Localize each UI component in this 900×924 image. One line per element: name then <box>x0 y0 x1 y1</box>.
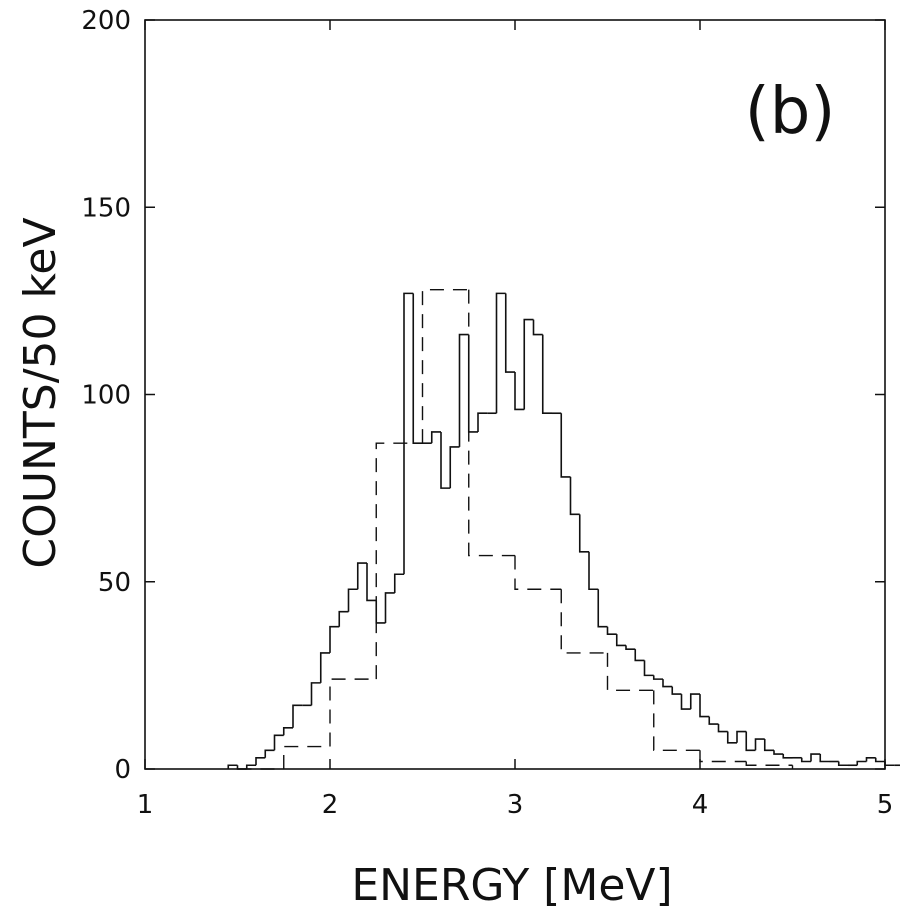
histogram-bin <box>578 514 589 553</box>
histogram-bin <box>310 682 321 706</box>
histogram-bin <box>366 563 377 602</box>
histogram-bin <box>699 694 710 718</box>
y-tick-label: 0 <box>114 755 131 785</box>
histogram-bin <box>375 442 423 680</box>
histogram-bin <box>283 745 330 769</box>
histogram-bin <box>782 754 793 759</box>
histogram-bin <box>523 318 534 410</box>
histogram-bin <box>745 731 756 752</box>
histogram-bin <box>282 727 293 736</box>
histogram-bin <box>356 562 367 590</box>
histogram-bin <box>652 675 663 680</box>
histogram-bin <box>615 634 626 647</box>
histogram-bin <box>273 734 284 751</box>
y-axis-title: COUNTS/50 keV <box>15 217 66 568</box>
series-solid <box>227 292 900 770</box>
histogram-bin <box>837 761 848 767</box>
histogram-bin <box>495 292 506 414</box>
x-axis: 1 2 3 4 5 <box>137 20 894 820</box>
y-tick-label: 100 <box>81 381 131 411</box>
histogram-bin <box>560 589 608 654</box>
histogram-bin <box>514 555 562 590</box>
histogram-bin <box>468 289 515 557</box>
histogram-bin <box>736 730 747 743</box>
histogram-bin <box>810 753 821 762</box>
histogram-bin <box>329 678 377 747</box>
histogram-bin <box>800 757 811 763</box>
histogram-bin <box>671 686 682 695</box>
histogram-bin <box>292 704 303 728</box>
histogram-bin <box>763 739 774 752</box>
histogram-bin <box>856 760 867 766</box>
x-tick-label: 5 <box>877 790 894 820</box>
histogram-bin <box>819 754 830 763</box>
histogram-bin <box>421 288 469 444</box>
y-tick-label: 50 <box>98 568 131 598</box>
histogram-bin <box>467 334 478 433</box>
histogram-bin <box>773 750 784 755</box>
histogram-bin <box>745 761 793 766</box>
histogram-bin <box>597 589 608 628</box>
histogram-bin <box>403 292 414 575</box>
histogram-bin <box>255 756 266 766</box>
histogram-bin <box>625 645 636 650</box>
y-tick-label: 200 <box>81 6 131 36</box>
y-tick-label: 150 <box>81 193 131 223</box>
histogram-bin <box>689 693 700 710</box>
histogram-bin <box>329 625 340 653</box>
histogram-bin <box>569 476 580 516</box>
panel-label: (b) <box>745 75 836 149</box>
histogram-bin <box>264 749 275 758</box>
histogram-bin <box>606 626 617 635</box>
x-tick-label: 1 <box>137 790 154 820</box>
histogram-bin <box>560 413 571 478</box>
y-axis: 0 50 100 150 200 <box>81 6 885 785</box>
histogram-bin <box>541 334 552 415</box>
histogram-bin <box>440 431 451 489</box>
histogram-bin <box>245 764 256 769</box>
histogram-bin <box>375 600 386 624</box>
histogram-bin <box>393 573 404 593</box>
x-tick-label: 4 <box>692 790 709 820</box>
histogram-bin <box>384 592 395 623</box>
histogram-bin <box>643 660 654 677</box>
histogram-bin <box>699 750 747 763</box>
histogram-bin <box>532 319 543 336</box>
x-tick-label: 2 <box>322 790 339 820</box>
histogram-bin <box>588 551 599 591</box>
histogram-bin <box>514 372 525 411</box>
histogram-bin <box>662 679 673 688</box>
histogram-bin <box>865 756 876 762</box>
histogram-bin <box>458 333 469 447</box>
series-dashed <box>237 288 794 770</box>
histogram-bin <box>477 412 488 432</box>
histogram-bin <box>708 716 719 725</box>
histogram-bin <box>726 731 737 744</box>
x-axis-title: ENERGY [MeV] <box>351 860 672 911</box>
histogram-bin <box>412 293 423 444</box>
histogram-bin <box>347 588 358 612</box>
histogram-bin <box>754 738 765 751</box>
histogram-bin <box>653 690 700 751</box>
x-tick-label: 3 <box>507 790 524 820</box>
histogram-bin <box>430 431 441 444</box>
histogram-bin <box>634 649 645 662</box>
histogram-bin <box>680 694 691 710</box>
histogram-bin <box>338 610 349 627</box>
histogram-bin <box>227 764 238 769</box>
histogram-bin <box>504 293 515 373</box>
histogram-bin <box>717 724 728 733</box>
series-layer <box>227 288 900 770</box>
histogram-bin <box>874 757 885 763</box>
histogram-bin <box>884 761 895 767</box>
histogram-bin <box>606 652 654 692</box>
histogram-bin <box>319 652 330 683</box>
histogram-bin <box>449 446 460 489</box>
